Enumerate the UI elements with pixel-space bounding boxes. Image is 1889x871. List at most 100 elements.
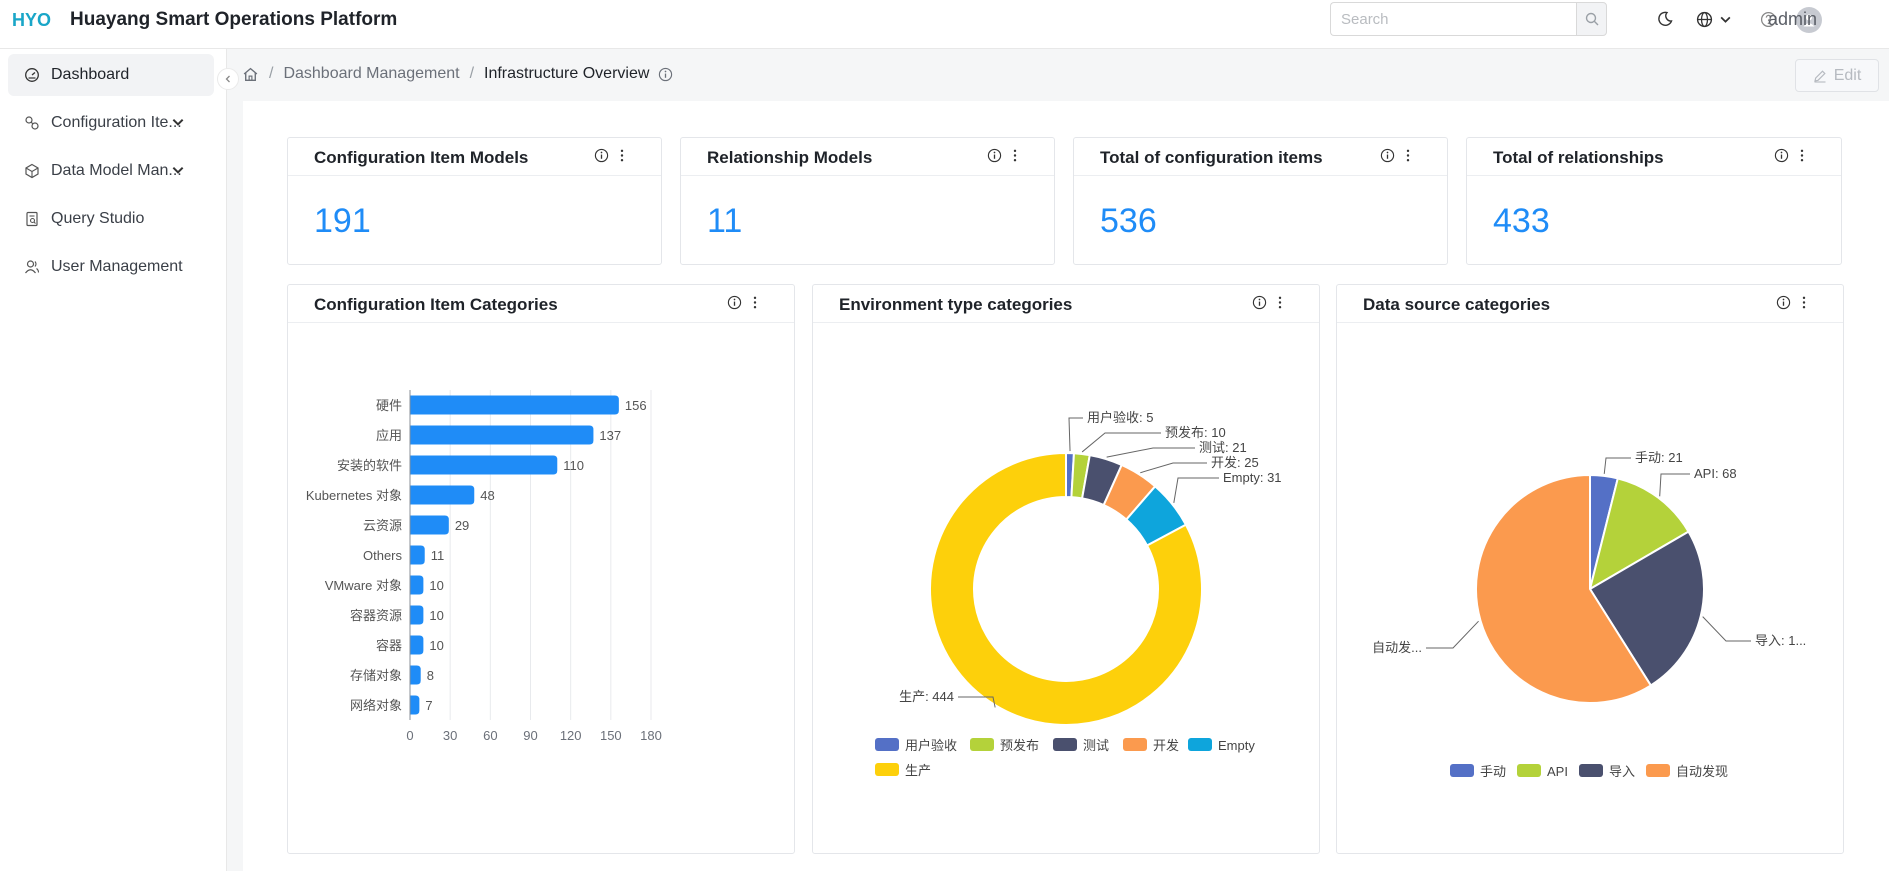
card-actions — [594, 148, 625, 163]
search-input[interactable] — [1330, 2, 1577, 36]
legend-label: 用户验收 — [905, 738, 957, 753]
kpi-card-total-configuration-items: Total of configuration items 536 — [1073, 137, 1448, 265]
breadcrumb-separator: / — [269, 65, 274, 82]
bar — [410, 395, 619, 415]
info-icon[interactable] — [658, 67, 673, 82]
slice-label: 测试: 21 — [1199, 440, 1247, 455]
bar — [410, 575, 424, 595]
slice-label: Empty: 31 — [1223, 470, 1282, 485]
search-icon — [1585, 12, 1599, 26]
more-vertical-icon[interactable] — [752, 295, 758, 310]
info-icon[interactable] — [727, 295, 742, 310]
more-vertical-icon[interactable] — [619, 148, 625, 163]
category-label: 存储对象 — [350, 668, 402, 683]
bar-value-label: 137 — [599, 428, 621, 443]
more-vertical-icon[interactable] — [1012, 148, 1018, 163]
help-button[interactable] — [1757, 8, 1779, 30]
sidebar-item-label: User Management — [51, 258, 183, 275]
breadcrumb-item-dashboard-management[interactable]: Dashboard Management — [283, 65, 460, 82]
card-actions — [1774, 148, 1805, 163]
x-tick-label: 150 — [600, 728, 622, 743]
legend-label: 生产 — [905, 763, 931, 778]
x-tick-label: 90 — [523, 728, 537, 743]
more-vertical-icon[interactable] — [1405, 148, 1411, 163]
category-label: 应用 — [376, 428, 402, 443]
category-label: 硬件 — [376, 398, 402, 413]
slice-leader-line — [1426, 620, 1479, 649]
search-button[interactable] — [1576, 2, 1607, 36]
legend-label: 导入 — [1609, 764, 1635, 779]
user-avatar[interactable] — [1796, 7, 1822, 33]
dashboard-icon — [25, 68, 39, 82]
slice-label: API: 68 — [1694, 466, 1737, 481]
chevron-left-icon — [225, 75, 230, 83]
card-actions — [987, 148, 1018, 163]
edit-button[interactable]: Edit — [1795, 59, 1879, 92]
logo[interactable]: HYO — [12, 10, 64, 30]
home-icon[interactable] — [242, 66, 259, 83]
bar-value-label: 10 — [429, 638, 443, 653]
card-actions — [1380, 148, 1411, 163]
bar-value-label: 7 — [425, 698, 432, 713]
legend-swatch — [1646, 764, 1670, 777]
bar — [410, 455, 558, 475]
category-label: VMware 对象 — [325, 578, 402, 593]
sidebar-item-dashboard[interactable]: Dashboard — [8, 54, 214, 96]
info-icon[interactable] — [987, 148, 1002, 163]
chevron-down-icon — [172, 166, 184, 174]
bar — [410, 665, 421, 685]
card-header: Data source categories — [1337, 285, 1843, 323]
language-switch-button[interactable] — [1694, 8, 1734, 30]
theme-toggle-button[interactable] — [1654, 8, 1676, 30]
slice-leader-line — [1702, 616, 1751, 642]
card-header: Relationship Models — [681, 138, 1054, 176]
bar — [410, 545, 425, 565]
slice-leader-line — [1173, 477, 1219, 503]
more-vertical-icon[interactable] — [1277, 295, 1283, 310]
info-icon[interactable] — [1252, 295, 1267, 310]
kpi-card-configuration-item-models: Configuration Item Models 191 — [287, 137, 662, 265]
svg-text:HYO: HYO — [12, 10, 51, 30]
sidebar-item-user-management[interactable]: User Management — [8, 246, 214, 288]
top-header: HYO Huayang Smart Operations Platform ad… — [0, 0, 1889, 49]
info-icon[interactable] — [1380, 148, 1395, 163]
slice-label: 手动: 21 — [1635, 450, 1683, 465]
sidebar-item-configuration-items[interactable]: Configuration Ite... — [8, 102, 214, 144]
x-tick-label: 120 — [560, 728, 582, 743]
legend-label: Empty — [1218, 738, 1255, 753]
chevron-down-icon — [172, 118, 184, 126]
chevron-down-icon — [1720, 16, 1731, 23]
slice-label: 预发布: 10 — [1165, 425, 1226, 440]
sidebar-item-query-studio[interactable]: Query Studio — [8, 198, 214, 240]
kpi-value: 433 — [1493, 202, 1550, 240]
sidebar-collapse-button[interactable] — [217, 68, 239, 90]
pie-slice — [1588, 477, 1690, 592]
more-vertical-icon[interactable] — [1801, 295, 1807, 310]
bar-value-label: 10 — [429, 608, 443, 623]
card-title: Total of relationships — [1493, 148, 1664, 167]
globe-icon — [1696, 11, 1713, 27]
configuration-icon — [25, 116, 39, 130]
pencil-icon — [1813, 69, 1826, 83]
info-icon[interactable] — [594, 148, 609, 163]
user-avatar-icon — [1803, 14, 1815, 27]
category-label: 云资源 — [363, 518, 402, 533]
legend-label: 测试 — [1083, 738, 1109, 753]
info-icon[interactable] — [1776, 295, 1791, 310]
legend-swatch — [875, 738, 899, 751]
moon-icon — [1658, 11, 1673, 26]
x-tick-label: 30 — [443, 728, 457, 743]
breadcrumb-bar: / Dashboard Management / Infrastructure … — [228, 49, 1889, 101]
x-tick-label: 0 — [406, 728, 413, 743]
user-name[interactable]: admin — [1768, 9, 1818, 29]
slice-leader-line — [1603, 457, 1631, 474]
legend-label: 手动 — [1480, 764, 1506, 779]
more-vertical-icon[interactable] — [1799, 148, 1805, 163]
card-actions — [1776, 295, 1807, 310]
sidebar-item-data-model-management[interactable]: Data Model Man... — [8, 150, 214, 192]
sidebar-item-label: Query Studio — [51, 210, 145, 227]
info-icon[interactable] — [1774, 148, 1789, 163]
query-icon — [26, 211, 38, 227]
legend-swatch — [1579, 764, 1603, 777]
card-header: Configuration Item Categories — [288, 285, 794, 323]
